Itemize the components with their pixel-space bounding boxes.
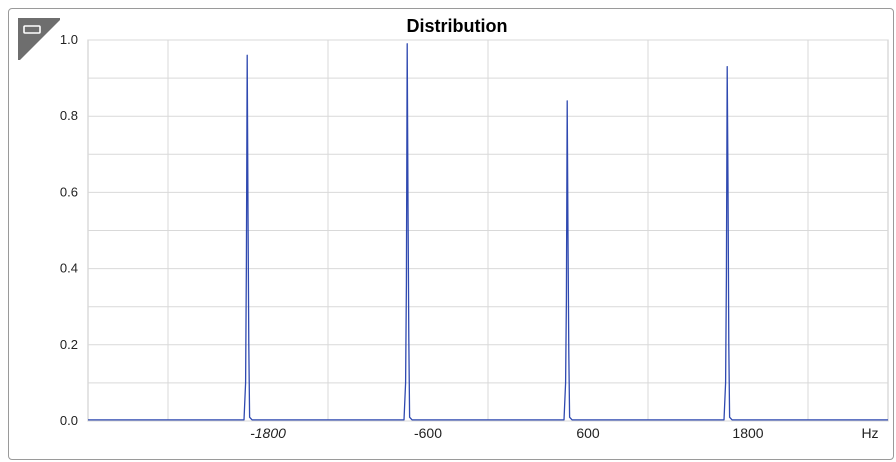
- y-tick-label: 0.8: [60, 108, 78, 123]
- x-tick-label: -600: [414, 425, 442, 441]
- series-line: [88, 43, 888, 421]
- x-tick-label: 600: [576, 425, 600, 441]
- corner-triangle-icon: [18, 18, 60, 60]
- y-tick-label: 0.6: [60, 184, 78, 199]
- chart-title: Distribution: [406, 16, 508, 36]
- x-axis-ticks: -1800 -600 600 1800: [250, 425, 764, 441]
- x-tick-label: -1800: [250, 425, 286, 441]
- collapse-toggle[interactable]: [0, 0, 60, 60]
- x-unit-label: Hz: [861, 425, 878, 441]
- grid-lines: [87, 39, 889, 422]
- series-group: [88, 43, 888, 421]
- y-tick-label: 0.2: [60, 337, 78, 352]
- chart-panel: [8, 8, 894, 460]
- y-axis-ticks: 0.0 0.2 0.4 0.6 0.8 1.0: [60, 32, 78, 428]
- y-tick-label: 0.4: [60, 261, 78, 276]
- y-tick-label: 1.0: [60, 32, 78, 47]
- minimize-icon: [23, 25, 41, 34]
- x-tick-label: 1800: [732, 425, 763, 441]
- y-tick-label: 0.0: [60, 413, 78, 428]
